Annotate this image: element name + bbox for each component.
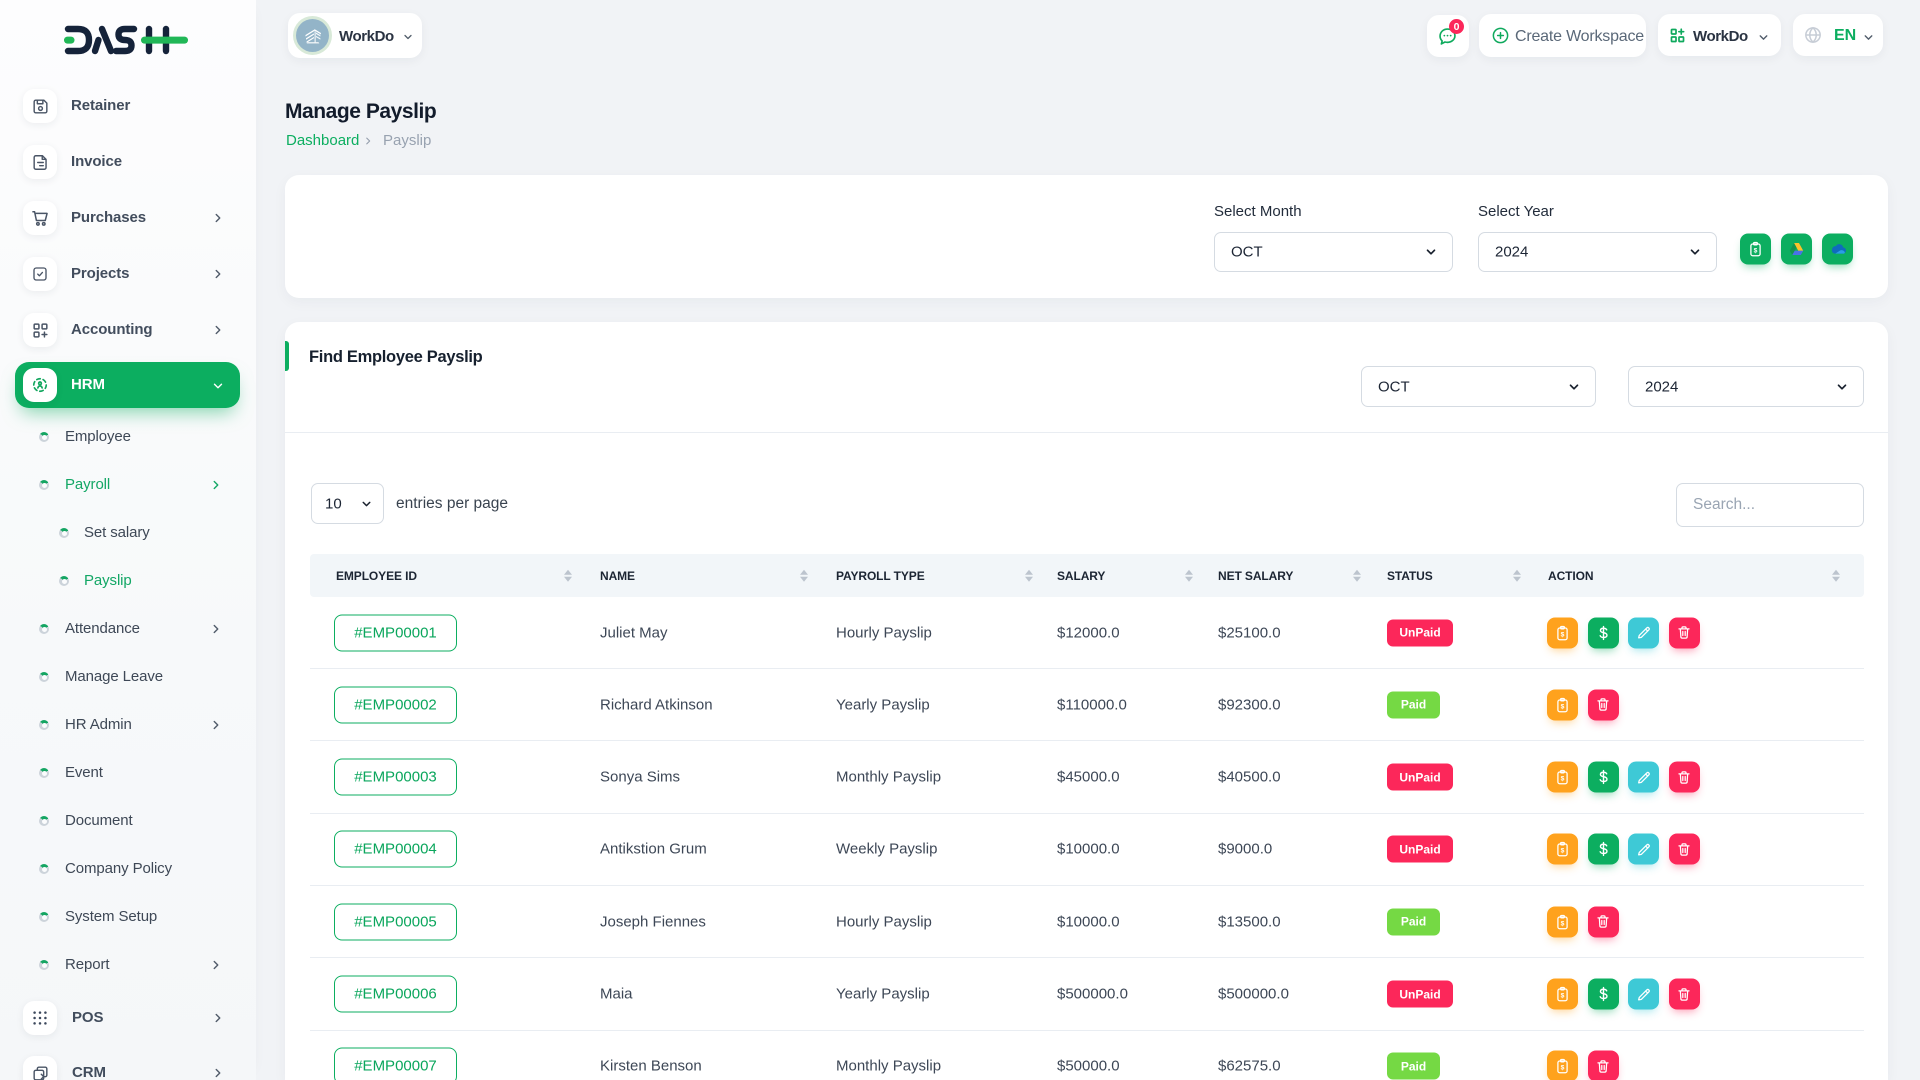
svg-text:$: $ bbox=[1561, 1065, 1565, 1072]
svg-text:$: $ bbox=[1561, 848, 1565, 855]
svg-text:$: $ bbox=[1754, 248, 1758, 255]
svg-text:$: $ bbox=[1561, 993, 1565, 1000]
svg-text:$: $ bbox=[1561, 920, 1565, 927]
svg-text:$: $ bbox=[1561, 703, 1565, 710]
svg-text:$: $ bbox=[1561, 776, 1565, 783]
svg-text:$: $ bbox=[1561, 631, 1565, 638]
